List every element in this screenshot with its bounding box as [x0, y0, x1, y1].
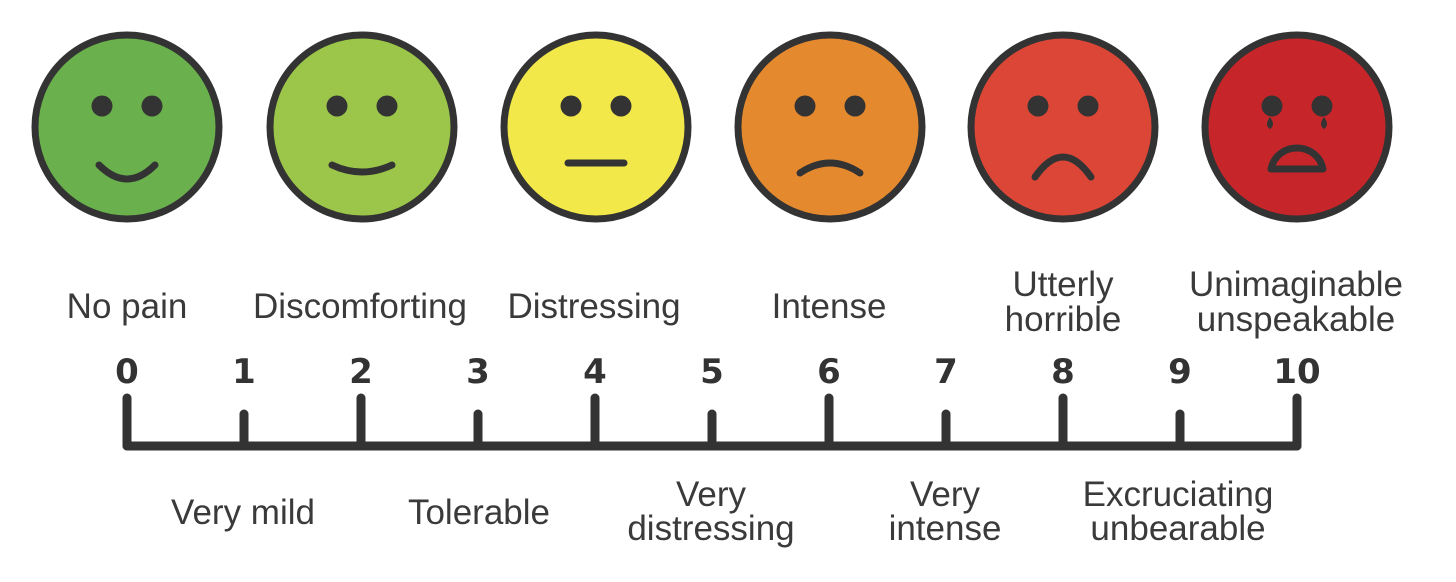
face-label: unspeakable [1197, 300, 1396, 339]
face-label: Discomforting [253, 287, 467, 326]
tick-number: 6 [817, 352, 841, 392]
right-eye [376, 95, 398, 117]
left-eye [794, 95, 816, 117]
tear-left-icon [1267, 117, 1273, 129]
tick-number: 1 [232, 352, 256, 392]
mouth [1267, 144, 1327, 173]
face-circle [734, 31, 926, 223]
left-eye [560, 95, 582, 117]
right-eye [610, 95, 632, 117]
face-circle [500, 31, 692, 223]
face-label: Distressing [507, 287, 680, 326]
left-eye [91, 95, 113, 117]
tick-number: 10 [1273, 352, 1320, 392]
face-circle [1201, 31, 1393, 223]
left-eye [326, 95, 348, 117]
tear-right-icon [1321, 117, 1327, 129]
face-crying-icon [1201, 31, 1393, 223]
tick-number: 5 [700, 352, 724, 392]
tick-number: 9 [1168, 352, 1192, 392]
face-label: Utterly [1012, 265, 1114, 304]
right-eye [1077, 95, 1099, 117]
tick-number: 0 [115, 352, 139, 392]
intermediate-label: Tolerable [408, 493, 550, 532]
intermediate-label: Very [676, 475, 747, 514]
face-label: horrible [1005, 300, 1122, 339]
mouth [1031, 153, 1095, 181]
face-neutral-icon [500, 31, 692, 223]
face-label: Intense [772, 287, 887, 326]
face-circle [266, 31, 458, 223]
face-circle [967, 31, 1159, 223]
right-eye [141, 95, 163, 117]
intermediate-label: Very [910, 475, 981, 514]
face-label: No pain [67, 287, 188, 326]
right-eye [844, 95, 866, 117]
tick-number: 4 [583, 352, 607, 392]
right-eye [1311, 95, 1333, 117]
face-slight-smile-icon [266, 31, 458, 223]
face-happy-icon [31, 31, 223, 223]
intermediate-label: distressing [627, 509, 794, 548]
face-label: Unimaginable [1189, 265, 1403, 304]
mouth [95, 161, 159, 183]
mouth [796, 159, 864, 177]
face-slight-frown-icon [734, 31, 926, 223]
intermediate-label: Very mild [171, 493, 315, 532]
left-eye [1027, 95, 1049, 117]
tick-number: 3 [466, 352, 490, 392]
tick-number: 7 [934, 352, 958, 392]
tick-number: 2 [349, 352, 373, 392]
face-sad-icon [967, 31, 1159, 223]
left-eye [1261, 95, 1283, 117]
tick-number: 8 [1051, 352, 1075, 392]
mouth [328, 161, 396, 176]
face-circle [31, 31, 223, 223]
intermediate-label: Excruciating [1083, 475, 1274, 514]
intermediate-label: unbearable [1090, 509, 1265, 548]
intermediate-label: intense [889, 509, 1002, 548]
